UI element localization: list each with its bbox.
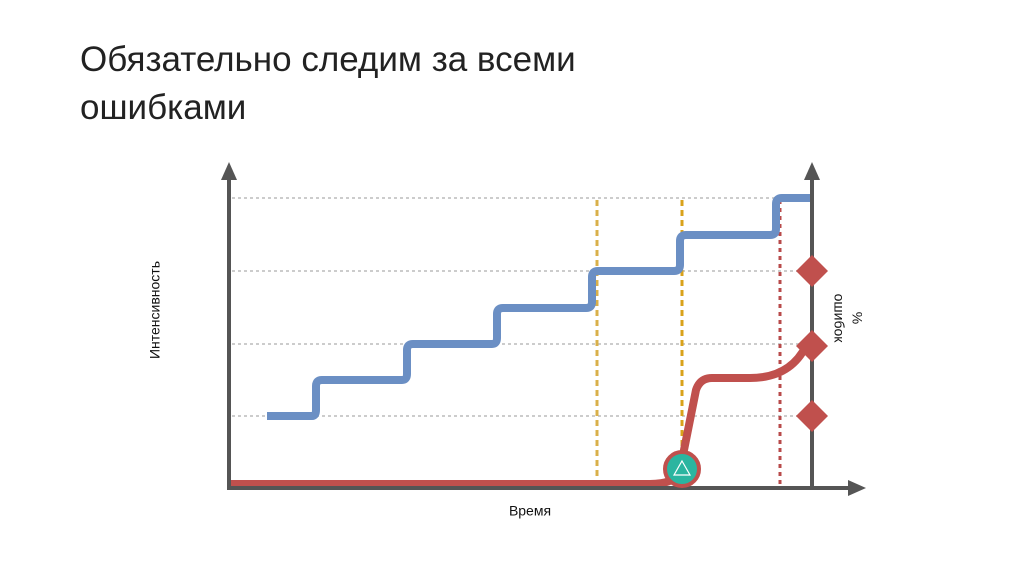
intensity-line — [267, 194, 812, 420]
y2-axis-label: % — [849, 312, 865, 324]
guide-lines — [232, 197, 810, 417]
title-line: Обязательно следим за всеми — [80, 40, 576, 79]
warning-triangle — [672, 459, 692, 476]
warning-icon — [663, 450, 701, 488]
diamond — [796, 255, 828, 287]
x-axis-label: Время — [509, 503, 551, 519]
title-line: ошибками — [80, 88, 247, 127]
slide-title: Обязательно следим за всеми ошибками — [80, 36, 576, 132]
diamond — [796, 330, 828, 362]
arrow — [804, 162, 820, 180]
diamond — [796, 400, 828, 432]
y2-axis-label: ошибок — [831, 294, 847, 344]
y-axis-label: Интенсивность — [147, 261, 163, 359]
arrow — [221, 162, 237, 180]
arrow — [848, 480, 866, 496]
axes — [221, 162, 866, 496]
